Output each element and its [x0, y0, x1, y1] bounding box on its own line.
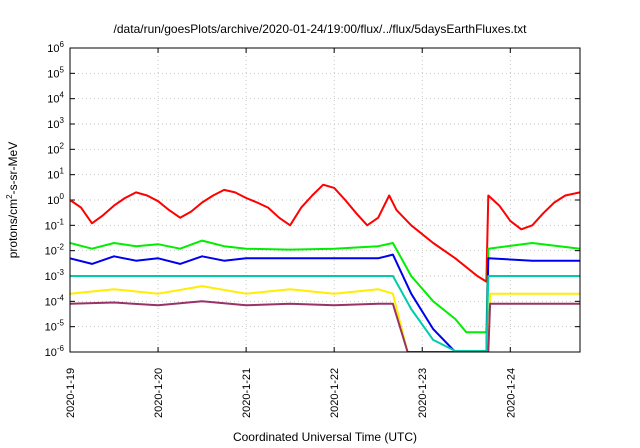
- series-line-5: [70, 285, 580, 352]
- series-line-6: [70, 300, 580, 352]
- y-axis-label-suffix: -s-sr-MeV: [6, 141, 20, 195]
- y-tick-exponent: -1: [57, 217, 65, 226]
- series-line-4: [70, 275, 580, 352]
- y-axis-label-prefix: protons/cm: [6, 198, 20, 259]
- y-axis-label-sup: 2: [5, 194, 14, 199]
- series-line-3: [70, 253, 580, 352]
- y-tick-exponent: 1: [60, 167, 65, 176]
- y-tick-exponent: 3: [60, 116, 65, 125]
- x-tick-label: 2020-1-24: [505, 368, 517, 418]
- x-tick-label: 2020-1-23: [417, 368, 429, 418]
- y-tick-label: 104: [47, 91, 64, 106]
- x-tick-label: 2020-1-21: [241, 368, 253, 418]
- y-tick-exponent: 5: [60, 65, 65, 74]
- chart-title: /data/run/goesPlots/archive/2020-01-24/1…: [113, 22, 527, 36]
- y-axis-label: protons/cm2-s-sr-MeV: [5, 142, 20, 258]
- y-tick-exponent: -5: [57, 319, 65, 328]
- series-line-2: [70, 239, 580, 334]
- plot-frame: [69, 47, 581, 353]
- y-tick-exponent: -4: [57, 293, 65, 302]
- y-tick-label: 10-3: [45, 268, 65, 283]
- y-tick-label: 10-6: [45, 344, 65, 359]
- y-tick-label: 103: [47, 116, 64, 131]
- y-tick-label: 10-5: [45, 319, 65, 334]
- y-tick-exponent: -2: [57, 243, 65, 252]
- y-tick-exponent: 0: [60, 192, 65, 201]
- y-tick-exponent: -3: [57, 268, 65, 277]
- x-tick-label: 2020-1-22: [329, 368, 341, 418]
- x-tick-label: 2020-1-20: [153, 368, 165, 418]
- y-tick-exponent: 2: [60, 141, 65, 150]
- y-tick-label: 105: [47, 65, 64, 80]
- y-tick-label: 10-1: [45, 217, 65, 232]
- y-tick-label: 101: [47, 167, 64, 182]
- x-tick-label: 2020-1-19: [65, 368, 77, 418]
- y-tick-label: 106: [47, 40, 64, 55]
- y-tick-exponent: 6: [60, 40, 65, 49]
- series-line-1: [70, 183, 580, 283]
- y-tick-exponent: 4: [60, 91, 65, 100]
- y-tick-exponent: -6: [57, 344, 65, 353]
- y-tick-label: 100: [47, 192, 64, 207]
- y-tick-label: 10-4: [45, 293, 65, 308]
- x-axis-label: Coordinated Universal Time (UTC): [232, 430, 418, 444]
- y-tick-label: 10-2: [45, 243, 65, 258]
- y-tick-label: 102: [47, 141, 64, 156]
